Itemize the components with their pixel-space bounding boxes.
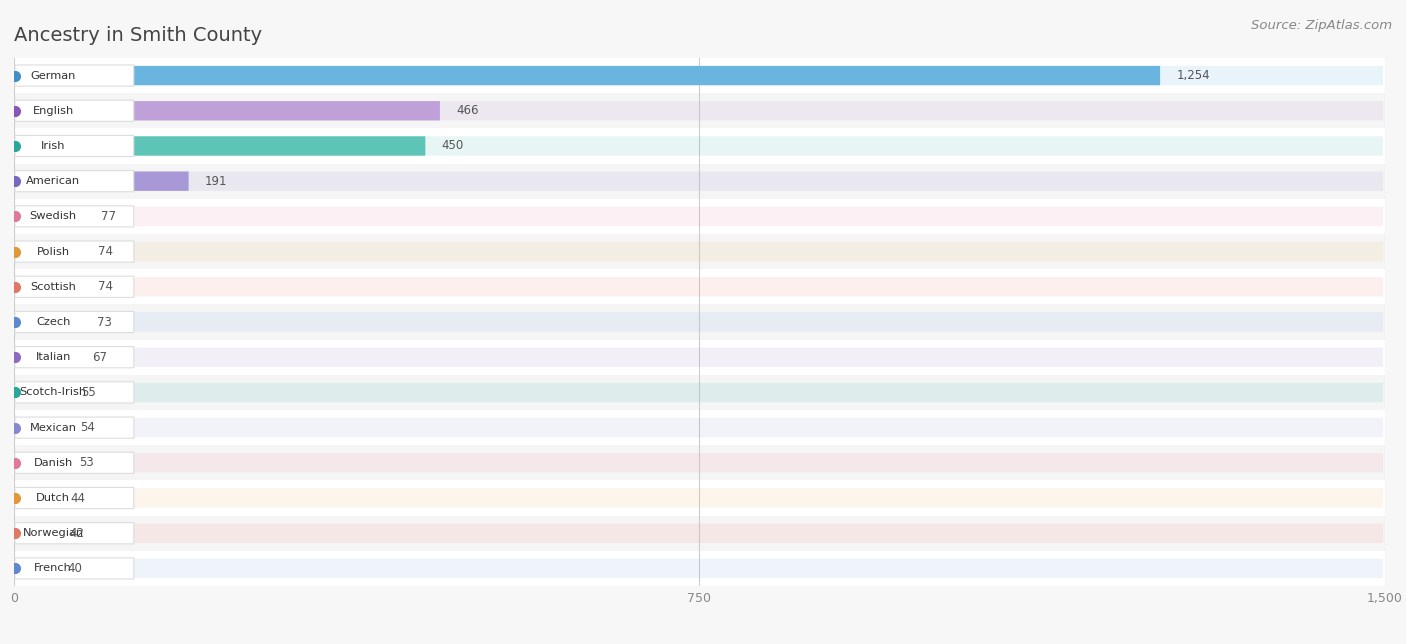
Text: Ancestry in Smith County: Ancestry in Smith County (14, 26, 262, 45)
FancyBboxPatch shape (15, 488, 55, 507)
FancyBboxPatch shape (15, 207, 84, 226)
FancyBboxPatch shape (15, 135, 134, 156)
Text: 1,254: 1,254 (1177, 69, 1211, 82)
FancyBboxPatch shape (15, 137, 425, 156)
Text: Source: ZipAtlas.com: Source: ZipAtlas.com (1251, 19, 1392, 32)
Bar (14, 234, 1385, 269)
Text: 67: 67 (91, 351, 107, 364)
FancyBboxPatch shape (15, 242, 1384, 261)
FancyBboxPatch shape (15, 171, 1384, 191)
Text: Swedish: Swedish (30, 211, 77, 222)
FancyBboxPatch shape (15, 277, 82, 296)
Bar (14, 551, 1385, 586)
Bar (14, 93, 1385, 128)
FancyBboxPatch shape (15, 100, 134, 121)
Bar (14, 480, 1385, 516)
Text: 40: 40 (67, 562, 82, 575)
FancyBboxPatch shape (15, 418, 63, 437)
Text: 77: 77 (101, 210, 115, 223)
Text: American: American (27, 176, 80, 186)
FancyBboxPatch shape (15, 101, 440, 120)
FancyBboxPatch shape (15, 66, 1384, 85)
Text: Norwegian: Norwegian (22, 528, 84, 538)
Text: Italian: Italian (35, 352, 70, 362)
Text: 55: 55 (80, 386, 96, 399)
Text: 466: 466 (457, 104, 479, 117)
FancyBboxPatch shape (15, 312, 80, 332)
FancyBboxPatch shape (15, 277, 1384, 296)
FancyBboxPatch shape (15, 558, 134, 579)
FancyBboxPatch shape (15, 171, 134, 192)
Text: Irish: Irish (41, 141, 66, 151)
FancyBboxPatch shape (15, 346, 134, 368)
Bar (14, 269, 1385, 305)
FancyBboxPatch shape (15, 488, 1384, 507)
Text: Scottish: Scottish (31, 282, 76, 292)
Text: 74: 74 (98, 280, 112, 293)
Text: German: German (31, 71, 76, 80)
Bar (14, 128, 1385, 164)
Text: 42: 42 (69, 527, 84, 540)
Text: 450: 450 (441, 140, 464, 153)
FancyBboxPatch shape (15, 488, 134, 509)
FancyBboxPatch shape (15, 276, 134, 298)
Text: Danish: Danish (34, 458, 73, 468)
Bar (14, 199, 1385, 234)
Text: 53: 53 (79, 457, 94, 469)
Bar (14, 410, 1385, 445)
FancyBboxPatch shape (15, 383, 65, 402)
Text: 74: 74 (98, 245, 112, 258)
Bar (14, 305, 1385, 339)
Text: 73: 73 (97, 316, 112, 328)
Bar (14, 58, 1385, 93)
FancyBboxPatch shape (15, 559, 1384, 578)
Text: 191: 191 (205, 175, 228, 187)
Bar (14, 516, 1385, 551)
FancyBboxPatch shape (15, 137, 1384, 156)
Text: Scotch-Irish: Scotch-Irish (20, 388, 87, 397)
Bar (14, 375, 1385, 410)
FancyBboxPatch shape (15, 207, 1384, 226)
Text: English: English (32, 106, 75, 116)
FancyBboxPatch shape (15, 453, 62, 473)
Text: Mexican: Mexican (30, 422, 77, 433)
Bar (14, 445, 1385, 480)
FancyBboxPatch shape (15, 523, 134, 544)
FancyBboxPatch shape (15, 206, 134, 227)
Bar (14, 164, 1385, 199)
FancyBboxPatch shape (15, 171, 188, 191)
FancyBboxPatch shape (15, 524, 52, 543)
Text: Polish: Polish (37, 247, 70, 256)
FancyBboxPatch shape (15, 312, 134, 332)
FancyBboxPatch shape (15, 348, 76, 367)
FancyBboxPatch shape (15, 452, 134, 473)
FancyBboxPatch shape (15, 312, 1384, 332)
FancyBboxPatch shape (15, 348, 1384, 367)
Text: 54: 54 (80, 421, 94, 434)
FancyBboxPatch shape (15, 453, 1384, 473)
FancyBboxPatch shape (15, 524, 1384, 543)
Text: French: French (34, 564, 72, 573)
FancyBboxPatch shape (15, 65, 134, 86)
FancyBboxPatch shape (15, 383, 1384, 402)
FancyBboxPatch shape (15, 66, 1160, 85)
FancyBboxPatch shape (15, 559, 51, 578)
FancyBboxPatch shape (15, 241, 134, 262)
FancyBboxPatch shape (15, 418, 1384, 437)
FancyBboxPatch shape (15, 101, 1384, 120)
Text: Czech: Czech (37, 317, 70, 327)
FancyBboxPatch shape (15, 242, 82, 261)
Text: Dutch: Dutch (37, 493, 70, 503)
Text: 44: 44 (70, 491, 86, 504)
FancyBboxPatch shape (15, 382, 134, 403)
Bar (14, 339, 1385, 375)
FancyBboxPatch shape (15, 417, 134, 438)
